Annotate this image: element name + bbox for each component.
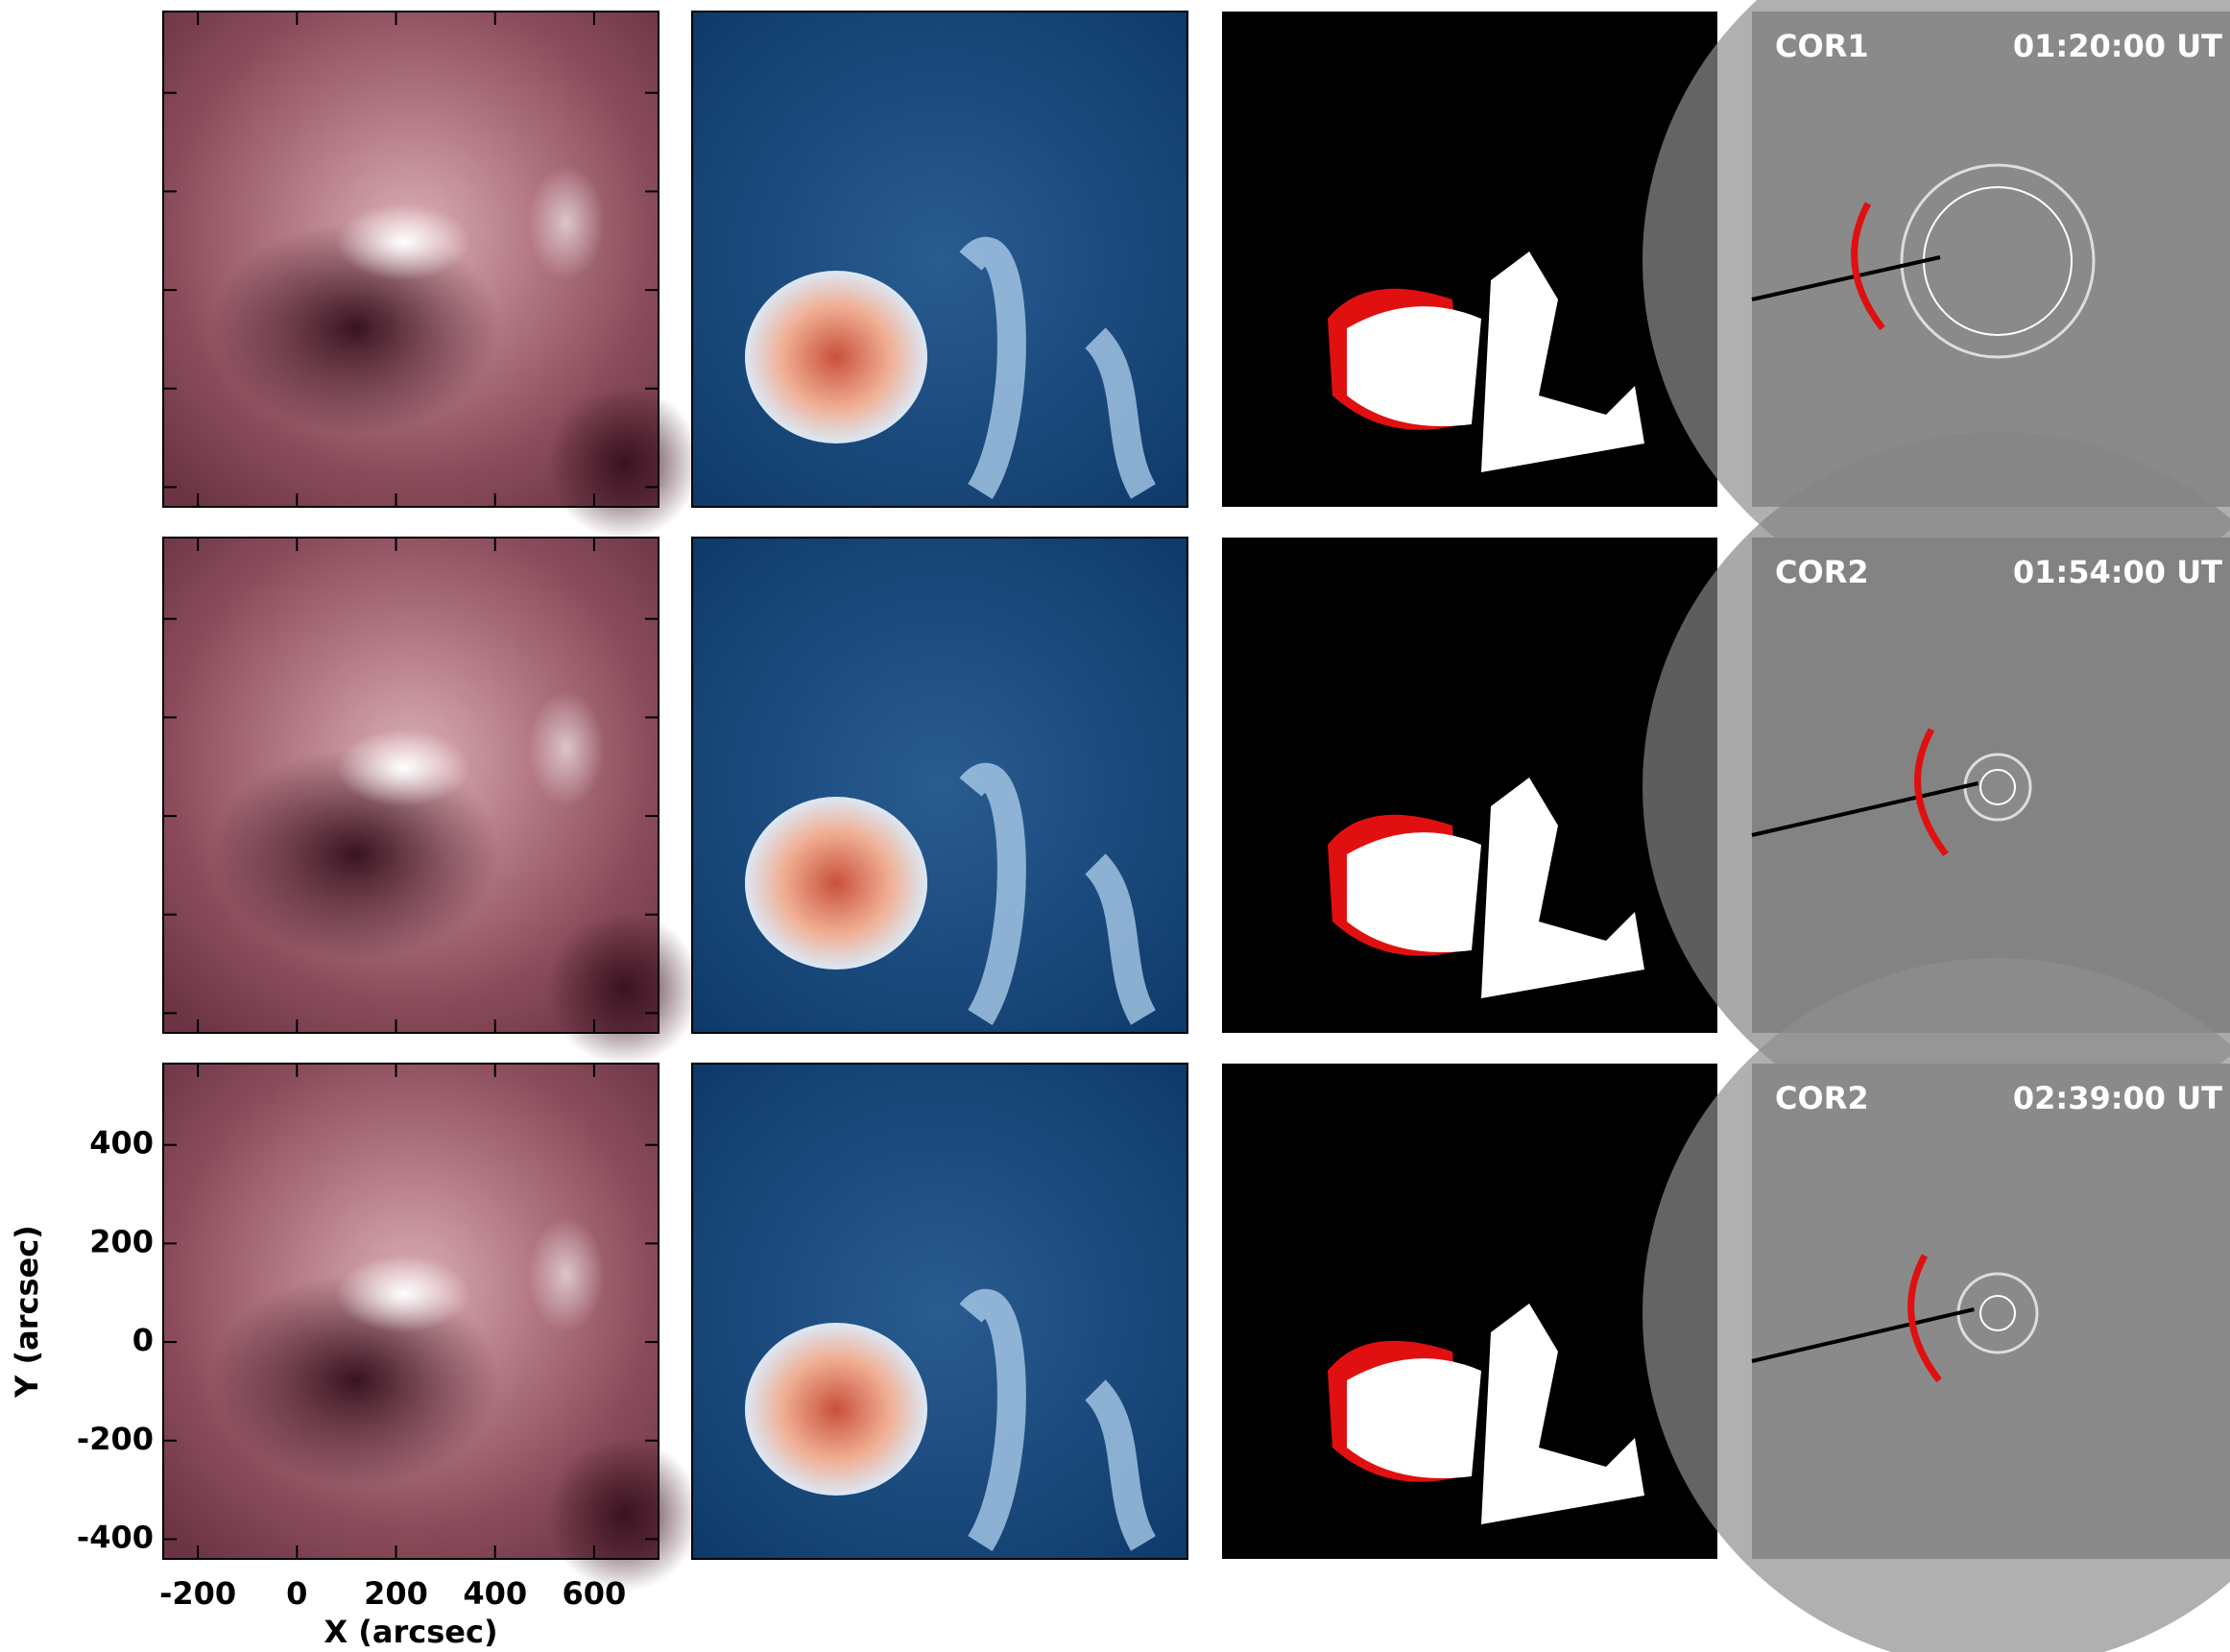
instrument-label: COR2 [1775,1080,1869,1116]
y-tick-label: -200 [77,1421,154,1457]
time-label: 01:20:00 UT [2013,28,2222,64]
bright-region [528,691,605,806]
hot-region [745,797,927,970]
instrument-label: COR2 [1775,554,1869,590]
mask-white [1347,306,1481,426]
x-tick-label: 400 [463,1575,527,1612]
x-tick-label: 200 [364,1575,428,1612]
y-axis-label: Y (arcsec) [9,1225,45,1399]
hot-region [745,1323,927,1496]
x-tick-label: 600 [563,1575,627,1612]
x-tick-label: -200 [159,1575,236,1612]
y-tick-label: -400 [77,1519,154,1555]
x-axis-label: X (arcsec) [324,1614,497,1650]
hot-region [745,271,927,443]
time-label: 02:39:00 UT [2013,1080,2222,1116]
dark-region [547,912,701,1065]
x-tick-label: 0 [286,1575,307,1612]
mask-white [1347,1358,1481,1478]
time-label: 01:54:00 UT [2013,554,2222,590]
coronagraph-field [1643,958,2230,1652]
bright-region [336,730,470,806]
bright-region [336,204,470,280]
y-tick-label: 0 [132,1322,154,1358]
occulter [1965,754,2030,820]
y-tick-label: 200 [89,1223,154,1259]
bright-region [336,1256,470,1332]
mask-white [1347,832,1481,952]
occulter [1958,1274,2037,1353]
bright-region [528,1217,605,1332]
dark-region [547,386,701,539]
y-tick-label: 400 [89,1125,154,1161]
bright-region [528,165,605,280]
dark-region [547,1438,701,1592]
figure: X (arcsec) Y (arcsec) COR1 01:20:00 UT COR… [0,0,2230,1652]
instrument-label: COR1 [1775,28,1869,64]
